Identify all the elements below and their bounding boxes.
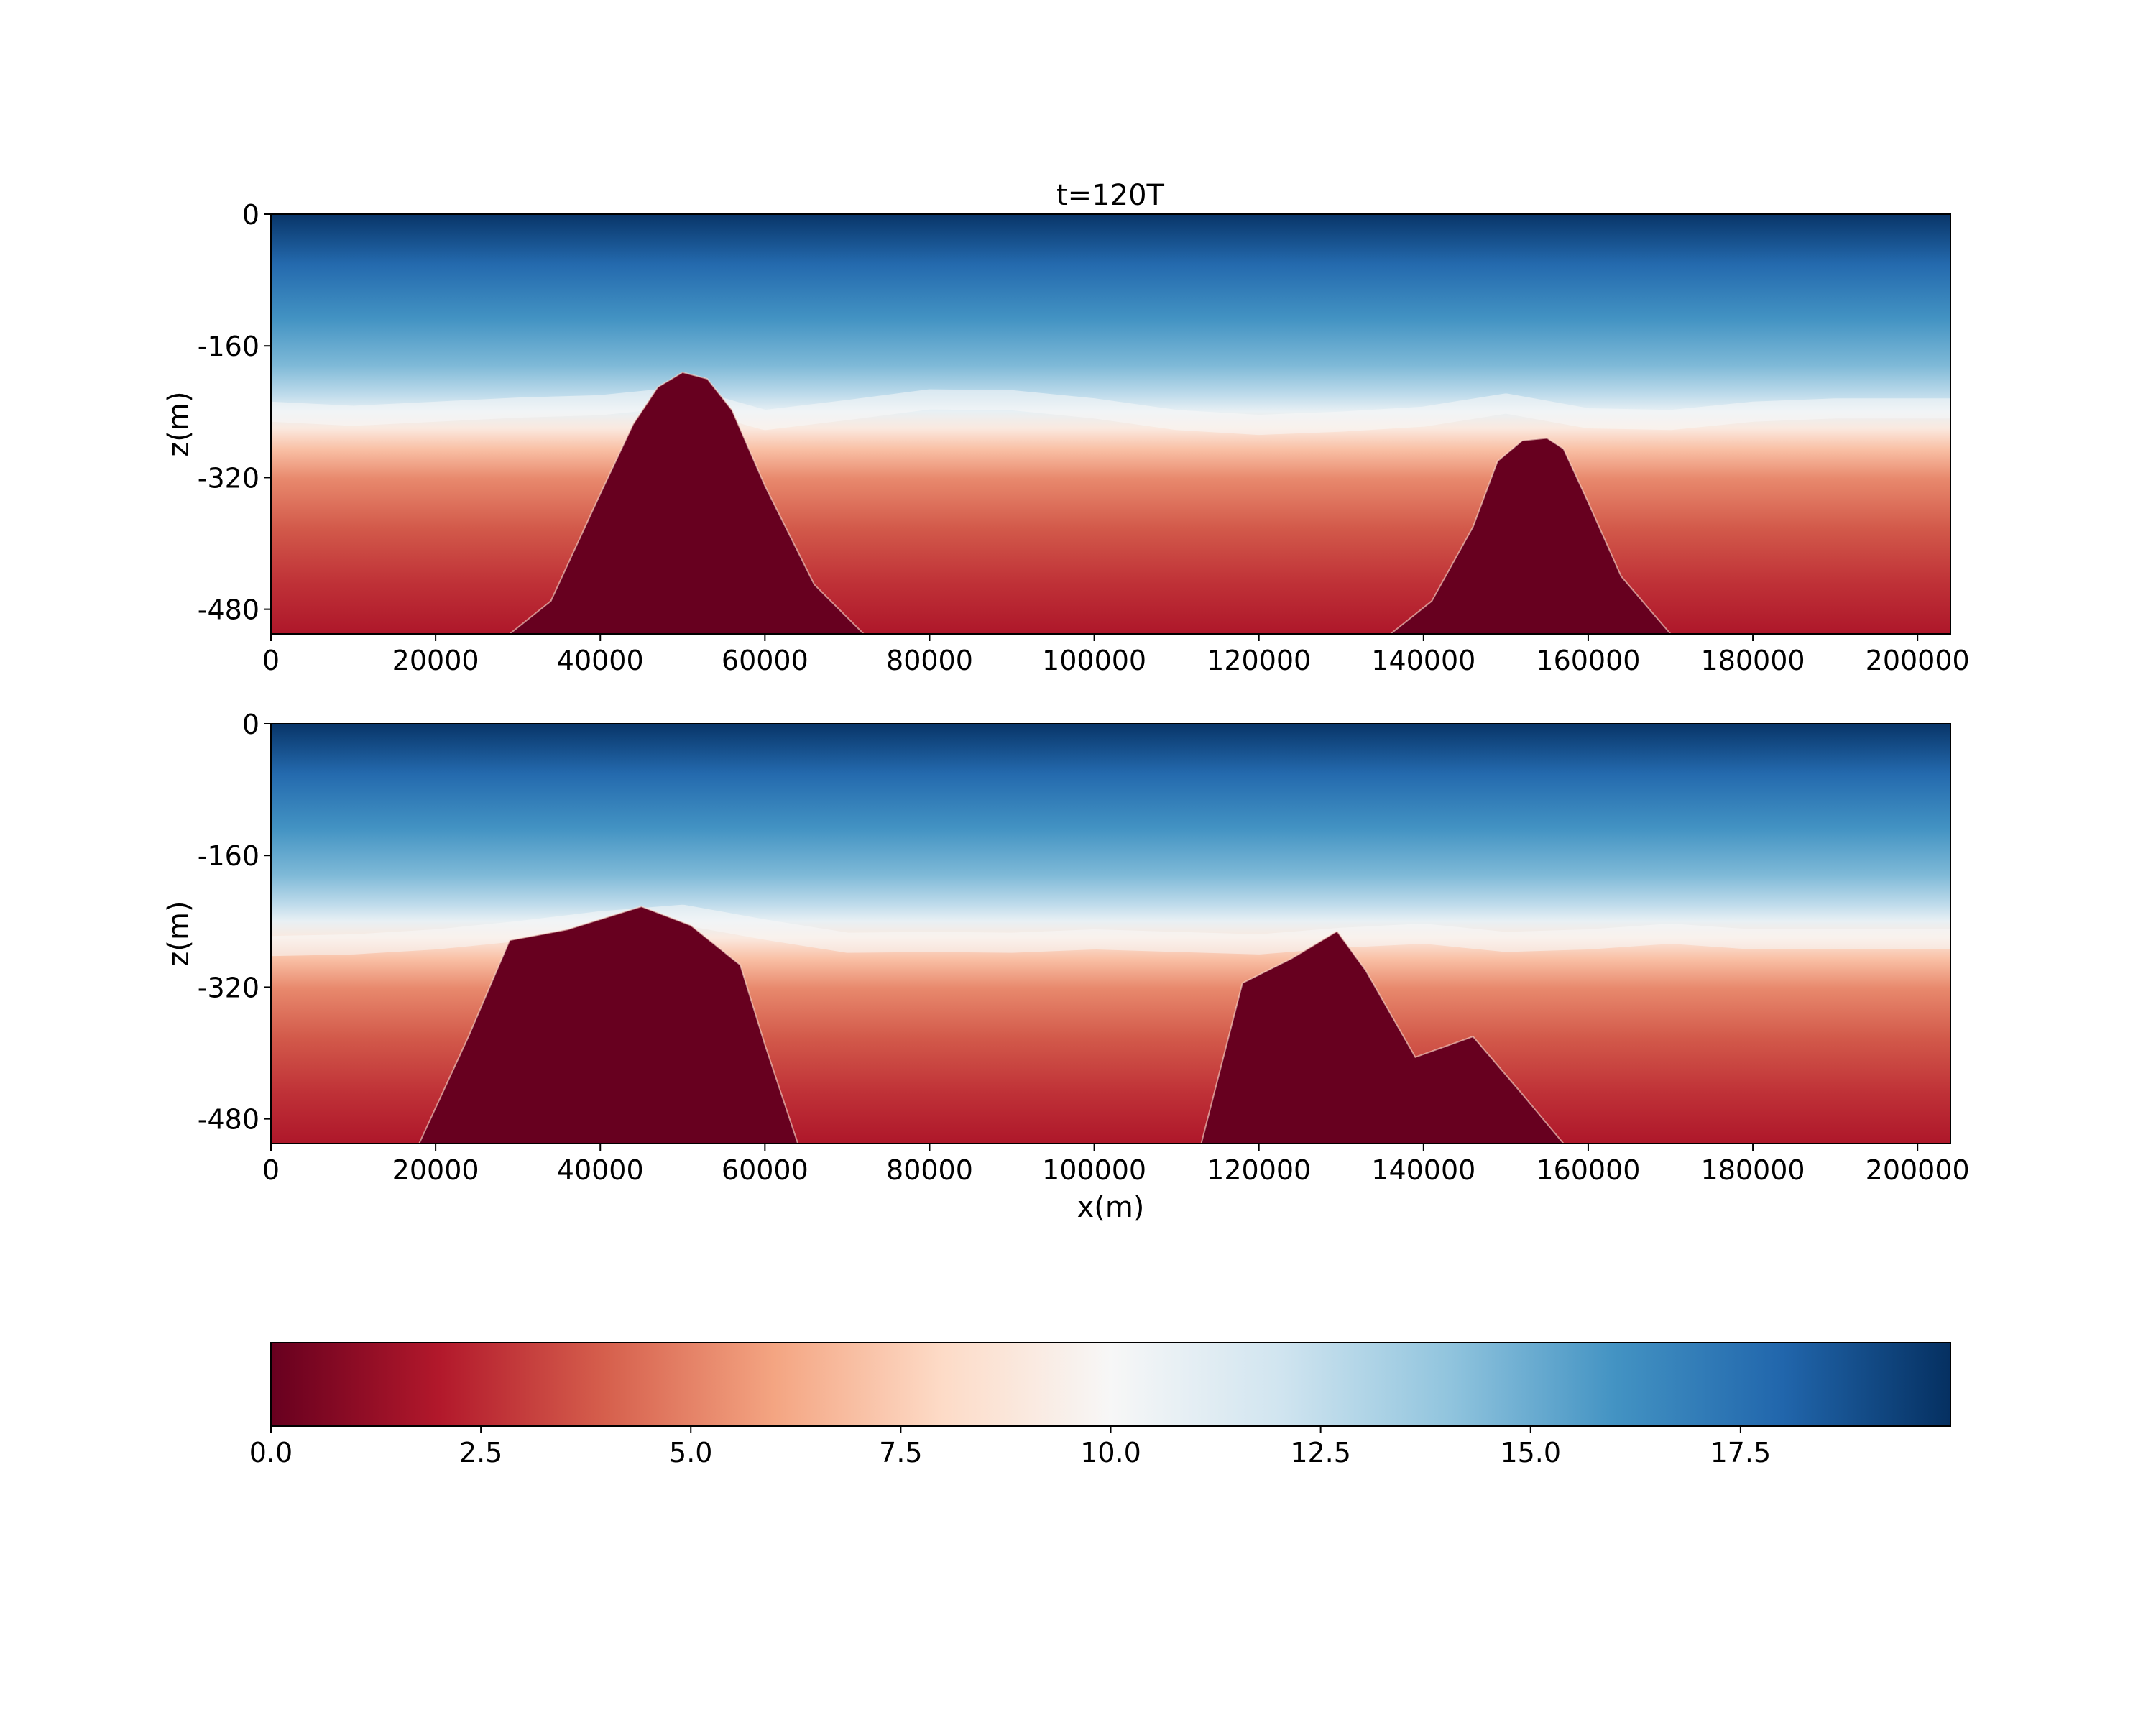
x-tick-label: 100000	[1042, 645, 1146, 676]
isopycnal-band	[271, 387, 1950, 436]
x-axis-label: x(m)	[1077, 1191, 1145, 1224]
x-tick-label: 60000	[722, 1154, 808, 1186]
x-tick-label: 160000	[1536, 645, 1640, 676]
colorbar-tick-label: 12.5	[1290, 1437, 1351, 1468]
x-tick-label: 140000	[1371, 1154, 1475, 1186]
x-tick-label: 40000	[557, 645, 644, 676]
x-tick-label: 80000	[886, 1154, 973, 1186]
panel-top: 0 20000 40000 60000 80000 100000 120000 140000 1…	[162, 199, 1970, 676]
panel-bottom: 0 20000 40000 60000 80000 100000 120000 140000 1…	[162, 709, 1970, 1224]
isopycnal-band	[271, 904, 1950, 957]
x-tick-label: 120000	[1207, 1154, 1311, 1186]
colorbar-gradient	[270, 1342, 1951, 1427]
x-tick-label: 200000	[1866, 1154, 1970, 1186]
x-tick-label: 60000	[722, 645, 808, 676]
colorbar-ticks: 0.0 2.5 5.0 7.5 10.0 12.5 15.0 17.5	[249, 1426, 1771, 1468]
y-axis-label: z(m)	[162, 901, 195, 966]
colorbar-tick-label: 2.5	[459, 1437, 502, 1468]
seamount-2	[1200, 930, 1565, 1144]
heatmap-field	[271, 214, 1950, 634]
axes-frame	[270, 723, 1951, 1144]
axes-frame	[270, 213, 1951, 635]
x-tick-label: 160000	[1536, 1154, 1640, 1186]
x-tick-label: 80000	[886, 645, 973, 676]
heatmap-field	[271, 724, 1950, 1144]
y-tick-label: -160	[198, 840, 259, 872]
y-tick-label: 0	[242, 709, 259, 740]
y-tick-label: 0	[242, 199, 259, 231]
x-tick-label: 0	[262, 645, 280, 676]
x-tick-label: 140000	[1371, 645, 1475, 676]
plot-title: t=120T	[1056, 179, 1165, 212]
colorbar: 0.0 2.5 5.0 7.5 10.0 12.5 15.0 17.5	[249, 1342, 1951, 1468]
x-tick-label: 100000	[1042, 1154, 1146, 1186]
y-axis-label: z(m)	[162, 391, 195, 456]
x-tick-label: 200000	[1866, 645, 1970, 676]
x-tick-label: 40000	[557, 1154, 644, 1186]
x-tick-label: 120000	[1207, 645, 1311, 676]
y-tick-label: -320	[198, 462, 259, 494]
colorbar-tick-label: 10.0	[1080, 1437, 1141, 1468]
y-tick-label: -320	[198, 972, 259, 1003]
y-tick-label: -160	[198, 331, 259, 362]
colorbar-tick-label: 7.5	[879, 1437, 922, 1468]
x-tick-label: 20000	[392, 645, 479, 676]
colorbar-tick-label: 15.0	[1500, 1437, 1561, 1468]
colorbar-tick-label: 0.0	[249, 1437, 292, 1468]
seamount-1	[418, 906, 799, 1144]
x-tick-label: 0	[262, 1154, 280, 1186]
seamount-1	[508, 371, 865, 634]
x-tick-label: 180000	[1701, 1154, 1805, 1186]
y-tick-label: -480	[198, 594, 259, 626]
x-tick-label: 20000	[392, 1154, 479, 1186]
seamount-2	[1389, 437, 1672, 634]
x-tick-label: 180000	[1701, 645, 1805, 676]
colorbar-tick-label: 17.5	[1710, 1437, 1772, 1468]
colorbar-tick-label: 5.0	[669, 1437, 712, 1468]
y-tick-label: -480	[198, 1104, 259, 1136]
